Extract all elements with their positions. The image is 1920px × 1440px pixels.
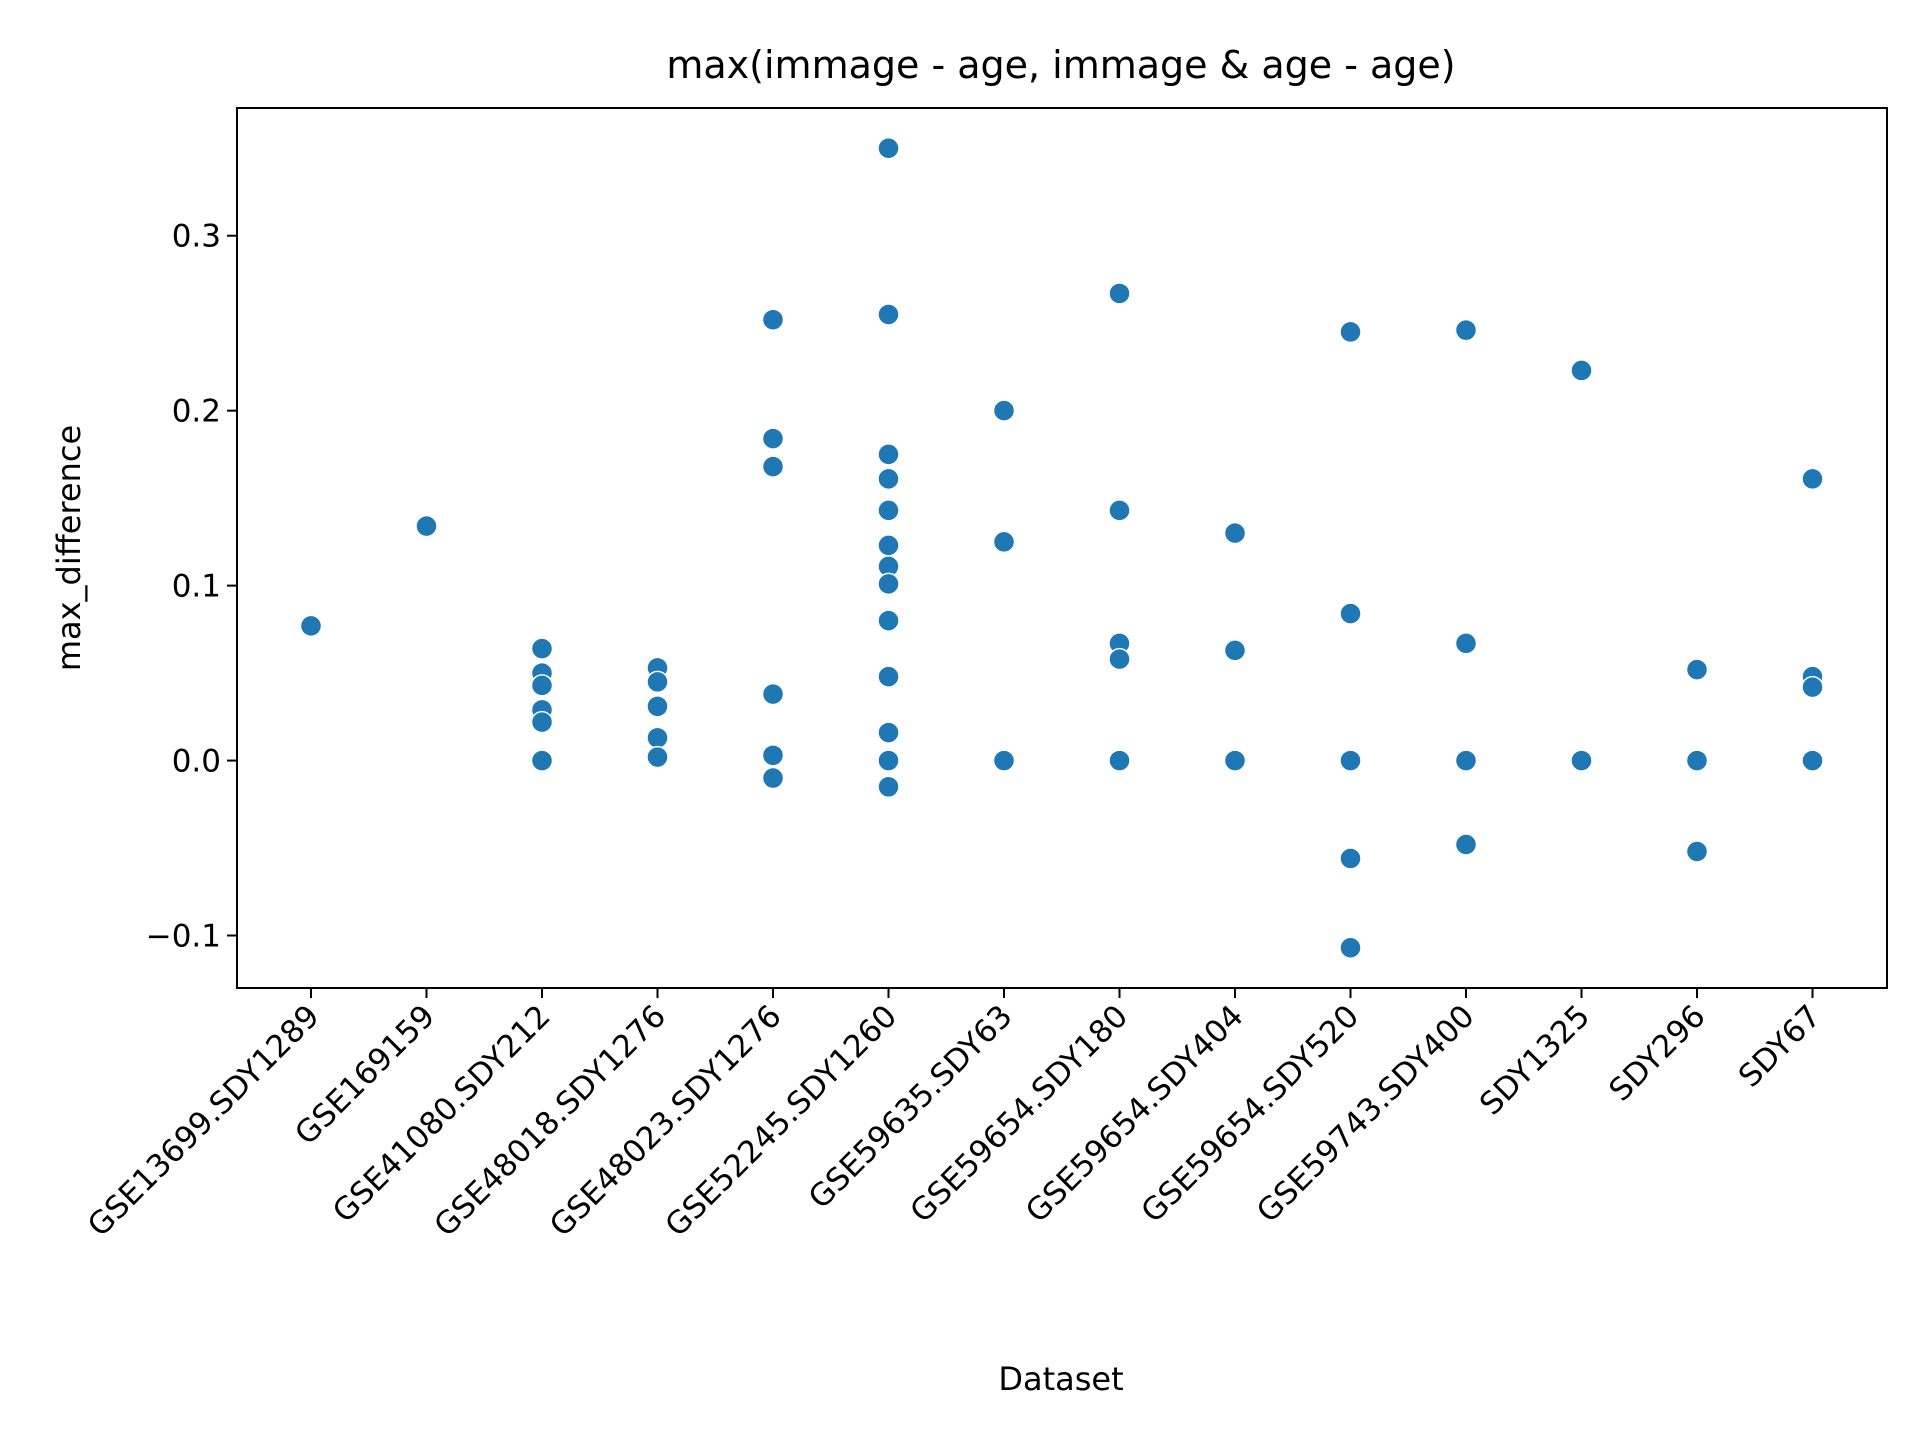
data-point [1454, 749, 1478, 772]
chart-title: max(immage - age, immage & age - age) [666, 43, 1455, 87]
data-point [1108, 282, 1131, 305]
data-point [877, 665, 900, 688]
data-point [761, 455, 785, 478]
data-point [530, 674, 554, 697]
data-point [1339, 847, 1362, 870]
data-point [1685, 749, 1709, 772]
x-tick-label: SDY1325 [1473, 998, 1597, 1122]
data-point [992, 530, 1016, 554]
data-point [761, 427, 785, 450]
data-point [1801, 749, 1824, 772]
data-point [1801, 675, 1824, 699]
data-point [530, 637, 554, 660]
y-tick-label: 0.2 [172, 394, 221, 430]
data-point [1223, 639, 1247, 662]
data-point [646, 726, 669, 750]
data-point [646, 695, 669, 718]
x-axis: GSE13699.SDY1289GSE169159GSE41080.SDY212… [81, 988, 1828, 1244]
x-tick-label: GSE59635.SDY63 [802, 998, 1020, 1216]
x-tick-label: GSE41080.SDY212 [326, 998, 558, 1230]
y-tick-label: 0.3 [172, 219, 221, 255]
data-point [877, 775, 900, 799]
data-points [299, 136, 1824, 960]
data-point [877, 721, 900, 744]
data-point [1685, 840, 1709, 863]
y-tick-label: 0.0 [172, 744, 221, 780]
data-point [877, 572, 900, 596]
data-point [1339, 602, 1362, 625]
data-point [877, 136, 900, 160]
data-point [415, 514, 438, 538]
x-tick-label: GSE48023.SDY1276 [543, 998, 789, 1244]
data-point [761, 308, 785, 331]
x-tick-label: GSE52245.SDY1260 [658, 998, 904, 1244]
y-axis-label: max_difference [50, 425, 88, 671]
x-tick-label: GSE59654.SDY404 [1019, 998, 1251, 1230]
data-point [646, 670, 669, 694]
x-tick-label: SDY67 [1732, 998, 1828, 1094]
data-point [992, 399, 1016, 422]
data-point [1570, 359, 1593, 382]
data-point [1685, 658, 1709, 681]
data-point [530, 710, 554, 734]
data-point [877, 467, 900, 491]
data-point [1108, 647, 1131, 671]
data-point [1454, 318, 1478, 342]
x-axis-label: Dataset [998, 1360, 1123, 1398]
data-point [761, 744, 785, 767]
data-point [1339, 320, 1362, 344]
data-point [992, 749, 1016, 772]
data-point [1339, 936, 1362, 960]
data-point [1223, 521, 1247, 545]
y-tick-label: −0.1 [146, 919, 221, 955]
data-point [1570, 749, 1593, 772]
data-point [1108, 749, 1131, 772]
data-point [1801, 467, 1824, 491]
data-point [761, 682, 785, 706]
plot-area [236, 107, 1888, 989]
x-tick-label: GSE48018.SDY1276 [427, 998, 673, 1244]
data-point [877, 749, 900, 772]
y-tick-label: 0.1 [172, 569, 221, 605]
data-point [1108, 499, 1131, 522]
x-tick-label: GSE59654.SDY180 [903, 998, 1135, 1230]
x-tick-label: GSE13699.SDY1289 [81, 998, 327, 1244]
data-point [646, 745, 669, 769]
data-point [299, 614, 323, 638]
data-point [1223, 749, 1247, 772]
data-point [877, 499, 900, 522]
y-axis: −0.1 0.0 0.1 0.2 0.3 [146, 219, 237, 955]
data-point [1454, 833, 1478, 856]
data-point [877, 443, 900, 466]
data-point [761, 766, 785, 790]
x-tick-label: GSE59654.SDY520 [1134, 998, 1366, 1230]
data-point [877, 609, 900, 632]
data-point [1454, 632, 1478, 655]
data-point [877, 534, 900, 557]
x-tick-label: GSE59743.SDY400 [1250, 998, 1482, 1230]
data-point [530, 749, 554, 772]
data-point [1339, 749, 1362, 772]
data-point [877, 303, 900, 326]
x-tick-label: SDY296 [1602, 998, 1712, 1108]
